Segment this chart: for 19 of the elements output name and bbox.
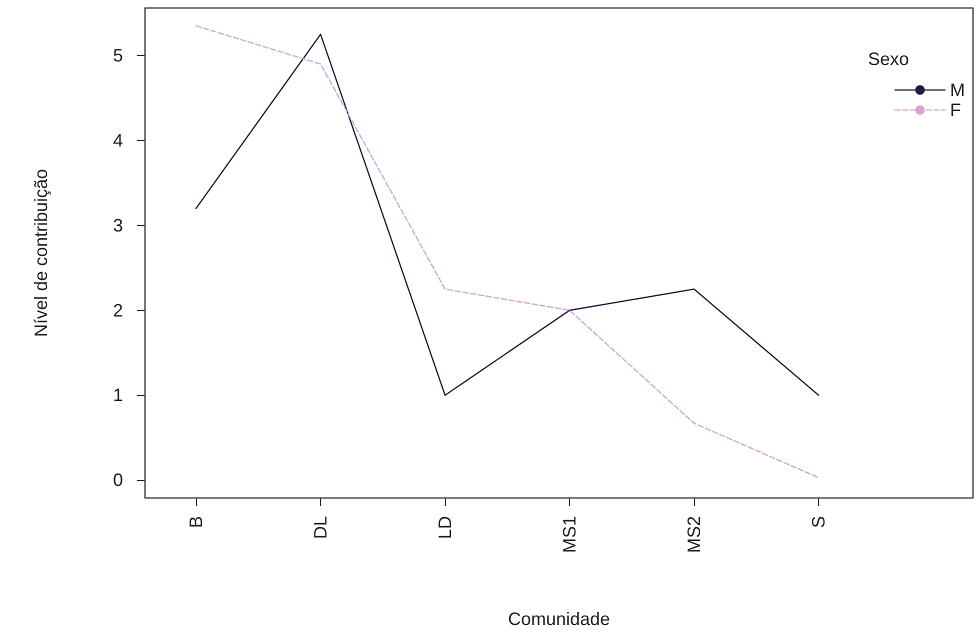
y-tick-label: 4 <box>112 130 123 150</box>
legend-title: Sexo <box>868 49 910 69</box>
y-tick-label: 5 <box>112 46 123 66</box>
y-axis-title: Nível de contribuição <box>31 168 51 338</box>
y-tick-label: 1 <box>112 385 123 406</box>
line-series <box>195 25 820 478</box>
legend-label: M <box>950 80 966 100</box>
x-tick-label: MS1 <box>560 516 580 554</box>
legend-label: F <box>950 100 962 120</box>
y-tick-label: 2 <box>112 300 123 320</box>
y-tick-label: 0 <box>112 470 123 490</box>
x-tick-label: B <box>186 516 206 528</box>
x-tick-label: S <box>808 516 829 528</box>
x-tick-label: MS2 <box>684 516 704 554</box>
x-axis-title: Comunidade <box>508 609 610 629</box>
x-tick-label: DL <box>310 516 331 540</box>
y-tick-label: 3 <box>112 215 123 236</box>
x-tick-label: LD <box>435 516 456 540</box>
line-series <box>195 34 820 396</box>
